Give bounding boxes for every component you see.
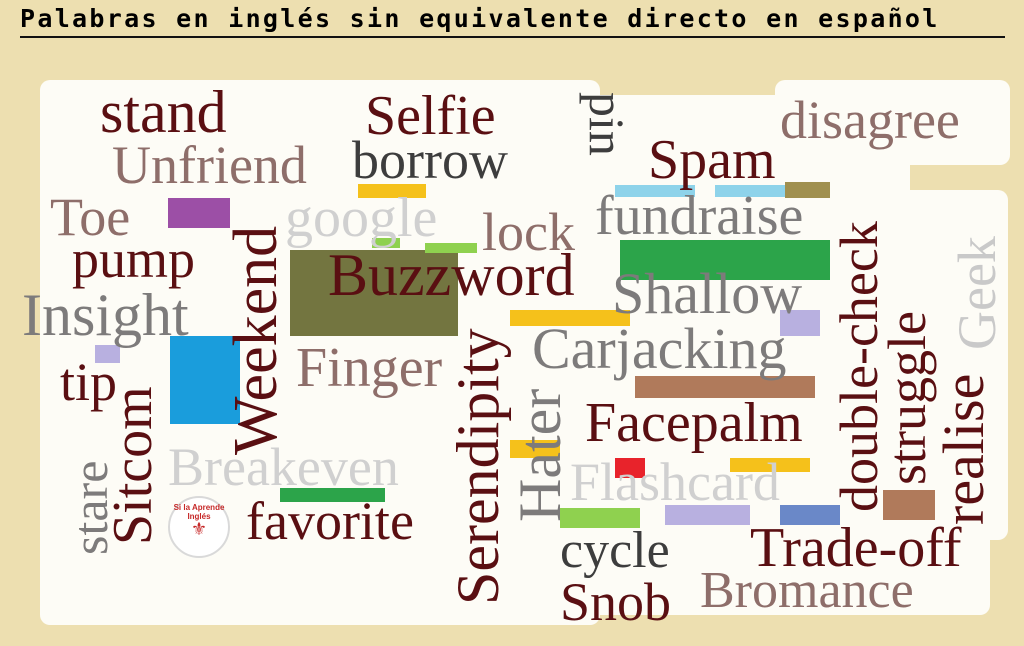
- word-insight: Insight: [22, 282, 189, 348]
- blue-patch: [780, 505, 840, 525]
- yellow-patch: [358, 184, 426, 198]
- green-patch: [620, 240, 830, 280]
- lime-patch: [560, 508, 640, 528]
- green-patch: [280, 488, 385, 502]
- word-trade-off: Trade-off: [750, 517, 962, 579]
- word-breakeven: Breakeven: [168, 437, 399, 497]
- yellow-patch: [730, 458, 810, 472]
- word-finger: Finger: [296, 337, 443, 399]
- cloud-background: [40, 80, 600, 625]
- word-geek: Geek: [947, 236, 1007, 350]
- word-pin: pin: [579, 92, 635, 156]
- word-google: google: [285, 187, 438, 249]
- word-serendipity: Serendipity: [445, 328, 511, 605]
- olive-patch: [785, 182, 830, 198]
- word-struggle: struggle: [877, 311, 937, 485]
- word-bromance: Bromance: [700, 562, 914, 619]
- word-flashcard: Flashcard: [570, 452, 780, 512]
- word-buzzword: Buzzword: [328, 242, 575, 308]
- lavender-patch: [95, 345, 120, 363]
- site-logo: Si la Aprende Inglés ⚜: [168, 496, 230, 558]
- purple-patch: [168, 198, 230, 228]
- cloud-background: [775, 80, 1010, 165]
- olive-patch: [290, 250, 458, 336]
- word-cycle: cycle: [560, 522, 670, 579]
- word-selfie: Selfie: [365, 85, 496, 147]
- lime-patch: [372, 238, 400, 248]
- word-facepalm: Facepalm: [585, 392, 803, 454]
- word-snob: Snob: [560, 572, 672, 632]
- word-spam: Spam: [648, 129, 776, 191]
- cloud-background: [890, 190, 1008, 540]
- cloud-background: [550, 525, 990, 615]
- lime-patch: [425, 243, 477, 253]
- word-realise: realise: [931, 373, 996, 525]
- word-carjacking: Carjacking: [532, 316, 787, 381]
- word-weekend: Weekend: [222, 225, 290, 455]
- lightblue-patch: [715, 185, 785, 197]
- brown-patch: [635, 376, 815, 398]
- word-favorite: favorite: [246, 491, 414, 551]
- brown-patch: [883, 490, 935, 520]
- page-title: Palabras en inglés sin equivalente direc…: [20, 4, 1005, 38]
- yellow-patch: [510, 440, 560, 458]
- word-lock: lock: [482, 202, 575, 262]
- lightblue-patch: [615, 185, 695, 197]
- word-unfriend: Unfriend: [112, 135, 307, 195]
- word-disagree: disagree: [780, 90, 960, 150]
- yellow-patch: [510, 310, 630, 326]
- lavender-patch: [780, 310, 820, 336]
- word-shallow: Shallow: [612, 261, 803, 326]
- word-pump: pump: [72, 229, 196, 289]
- word-borrow: borrow: [352, 130, 508, 190]
- fleur-de-lis-icon: ⚜: [190, 519, 208, 540]
- word-fundraise: fundraise: [595, 185, 804, 247]
- word-stand: stand: [100, 79, 227, 145]
- word-hater: Hater: [507, 388, 573, 522]
- red-patch: [615, 458, 645, 478]
- word-tip: tip: [60, 352, 118, 412]
- logo-text: Si la Aprende Inglés: [173, 503, 225, 521]
- blue-patch: [170, 336, 240, 424]
- word-sitcom: Sitcom: [102, 386, 164, 545]
- word-toe: Toe: [50, 187, 131, 247]
- lavender-patch: [665, 505, 750, 525]
